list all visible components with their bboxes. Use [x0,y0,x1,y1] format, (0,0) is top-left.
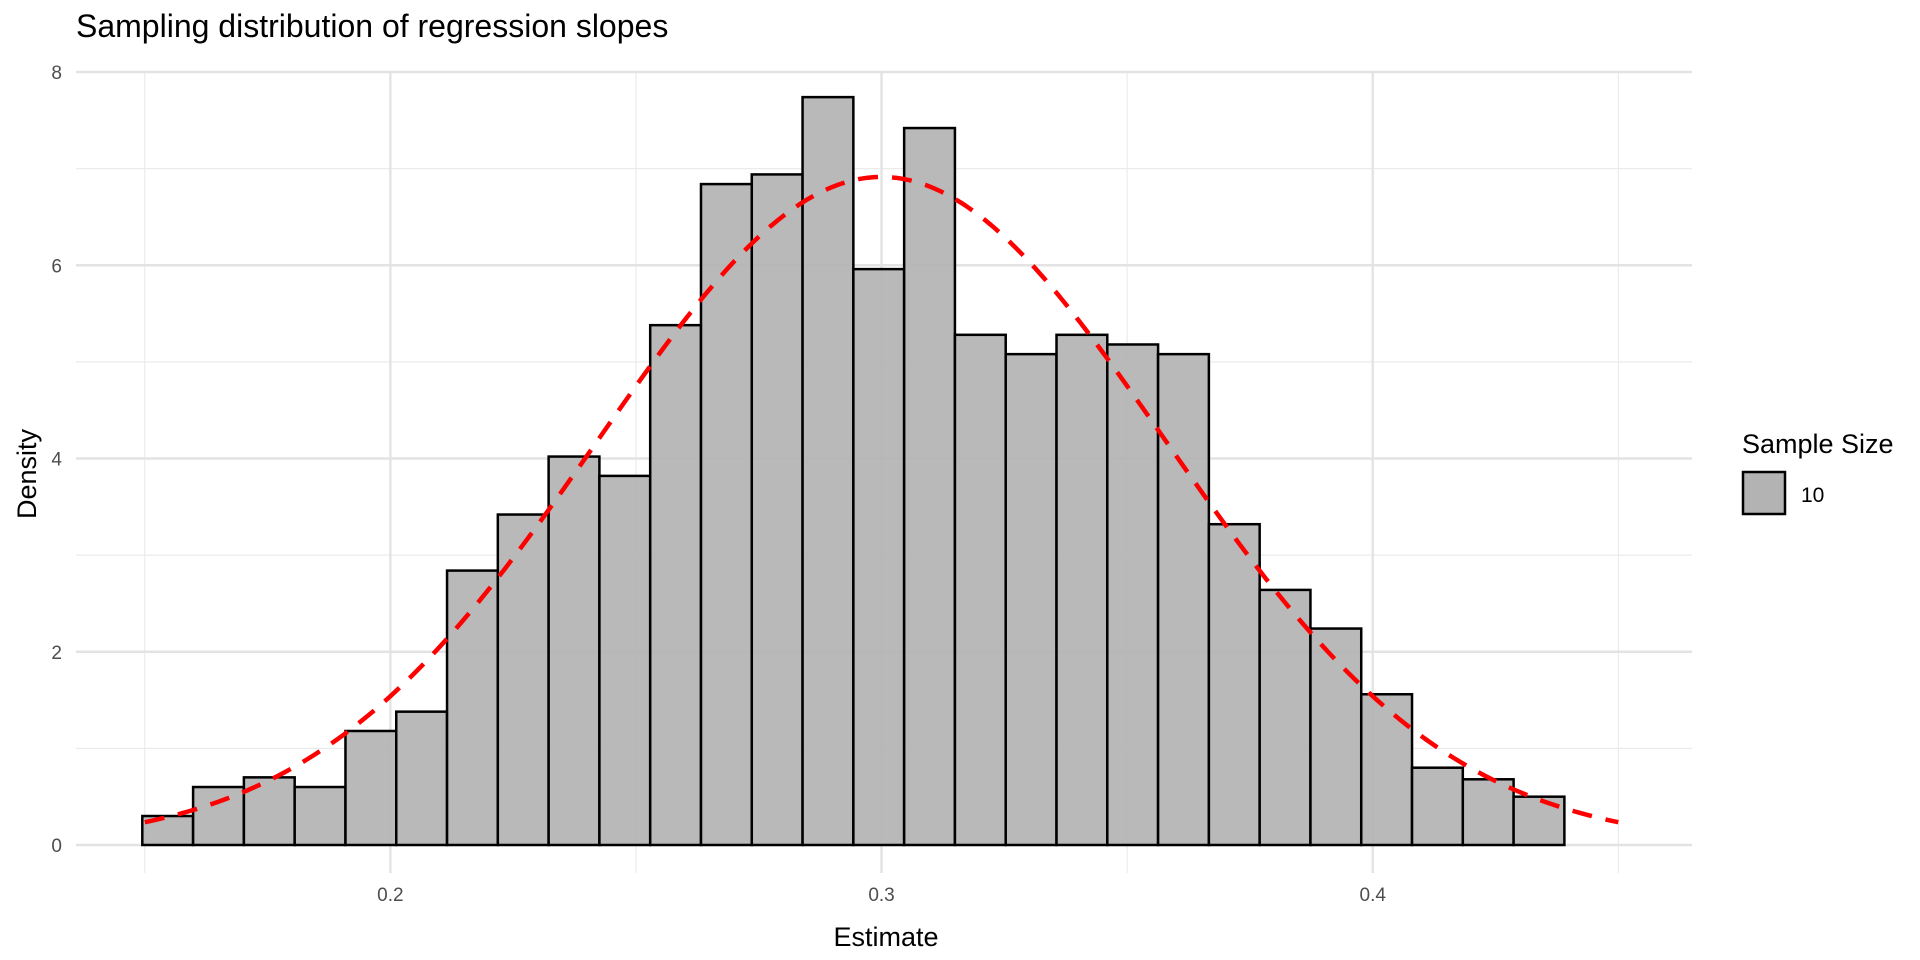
histogram-bar [344,729,398,847]
histogram-bar [1359,693,1414,847]
histogram-bar [395,710,449,847]
y-tick-label: 8 [51,63,62,84]
histogram-bars [141,95,1566,847]
histogram-bar [750,173,804,847]
histogram-bar [1461,778,1515,847]
y-tick-label: 2 [51,643,62,664]
histogram-bar [141,814,195,847]
histogram-bar [445,569,500,847]
histogram-bar [801,95,855,847]
y-tick-label: 4 [51,450,62,471]
chart-title: Sampling distribution of regression slop… [76,8,669,44]
histogram-bar [293,785,347,847]
histogram-bar [1258,588,1312,847]
histogram-bar [1055,333,1109,847]
histogram-bar [1156,352,1211,847]
normal-density-curve [144,174,1619,825]
histogram-bar [547,455,601,847]
histogram-bar [648,323,703,847]
histogram-bar [1004,352,1058,847]
legend: Sample Size 10 [1741,429,1894,516]
histogram-bar [953,333,1007,847]
x-axis-title: Estimate [833,922,938,952]
x-tick-label: 0.2 [377,885,403,906]
histogram-bar [902,126,957,847]
histogram-bar [191,785,246,847]
histogram-bar [1106,343,1160,847]
histogram-bar [852,267,906,847]
legend-swatch [1741,470,1787,516]
histogram-bar [598,474,652,847]
histogram-bar [496,513,550,847]
y-tick-label: 0 [51,836,62,857]
histogram-bar [1410,766,1465,847]
x-axis-ticks: 0.2 0.3 0.4 [377,885,1386,906]
x-tick-label: 0.3 [868,885,894,906]
legend-title: Sample Size [1742,429,1894,459]
y-axis-title: Density [12,428,42,519]
histogram-bar [1309,627,1363,847]
y-tick-label: 6 [51,256,62,277]
histogram-bar [1207,522,1261,847]
x-tick-label: 0.4 [1360,885,1387,906]
y-axis-ticks: 0 2 4 6 8 [51,63,62,857]
legend-label: 10 [1801,484,1824,507]
histogram-bar [699,182,754,847]
